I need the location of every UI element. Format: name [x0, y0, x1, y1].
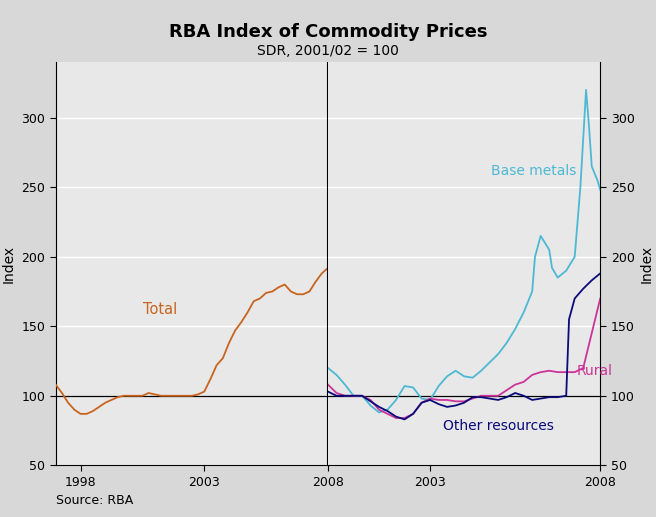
Text: SDR, 2001/02 = 100: SDR, 2001/02 = 100	[257, 44, 399, 58]
Text: Total: Total	[142, 302, 177, 317]
Text: Source: RBA: Source: RBA	[56, 494, 133, 507]
Text: RBA Index of Commodity Prices: RBA Index of Commodity Prices	[169, 23, 487, 41]
Text: Other resources: Other resources	[443, 419, 554, 433]
Text: Rural: Rural	[577, 364, 613, 378]
Text: Base metals: Base metals	[491, 163, 577, 177]
Y-axis label: Index: Index	[2, 245, 16, 283]
Y-axis label: Index: Index	[640, 245, 654, 283]
